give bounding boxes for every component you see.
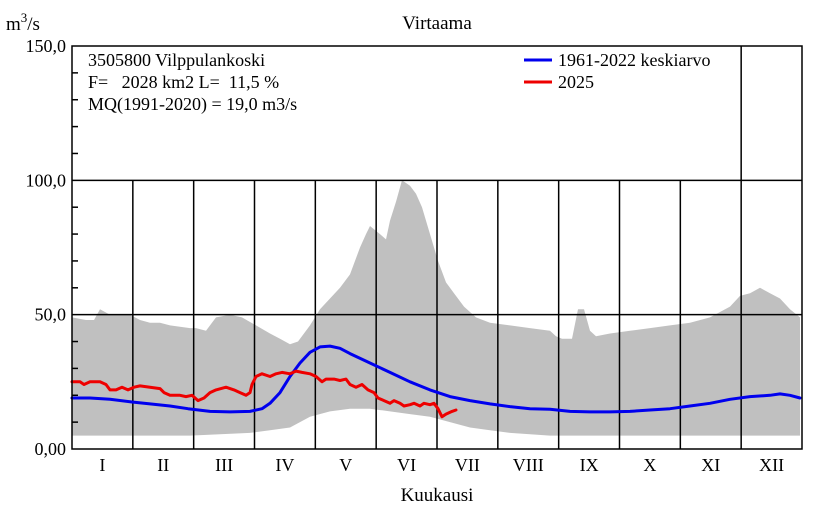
- x-axis-label: Kuukausi: [401, 485, 474, 506]
- month-label: VI: [397, 455, 416, 475]
- station-name: 3505800 Vilppulankoski: [88, 50, 265, 70]
- mean-series-line: [70, 344, 802, 414]
- plot-frame: [71, 45, 803, 450]
- month-label: III: [215, 455, 233, 475]
- month-label: IX: [580, 455, 599, 475]
- y-tick-label: 150,0: [26, 36, 67, 56]
- y-tick-label: 50,0: [35, 305, 67, 325]
- month-label: XII: [759, 455, 784, 475]
- year-series-line: [70, 369, 458, 419]
- month-label: IV: [275, 455, 294, 475]
- month-label: X: [643, 455, 656, 475]
- y-tick-label: 0,00: [35, 439, 67, 459]
- legend-label-mean: 1961-2022 keskiarvo: [558, 50, 710, 70]
- catchment-info: F= 2028 km2 L= 11,5 %: [88, 72, 279, 92]
- month-label: V: [339, 455, 352, 475]
- y-tick-label: 100,0: [26, 170, 67, 190]
- legend: 1961-2022 keskiarvo 2025: [524, 50, 710, 92]
- month-label: XI: [701, 455, 720, 475]
- month-label: I: [99, 455, 105, 475]
- month-label: II: [157, 455, 169, 475]
- mean-flow-info: MQ(1991-2020) = 19,0 m3/s: [88, 94, 297, 115]
- y-axis-label: m3/s: [6, 10, 40, 35]
- month-labels: I II III IV V VI VII VIII IX X XI XII: [99, 455, 784, 475]
- chart-title: Virtaama: [402, 13, 472, 34]
- grid: [72, 46, 802, 449]
- month-label: VII: [455, 455, 480, 475]
- month-label: VIII: [513, 455, 544, 475]
- legend-label-2025: 2025: [558, 72, 594, 92]
- y-axis-ticks: 0,00 50,0 100,0 150,0: [26, 36, 78, 459]
